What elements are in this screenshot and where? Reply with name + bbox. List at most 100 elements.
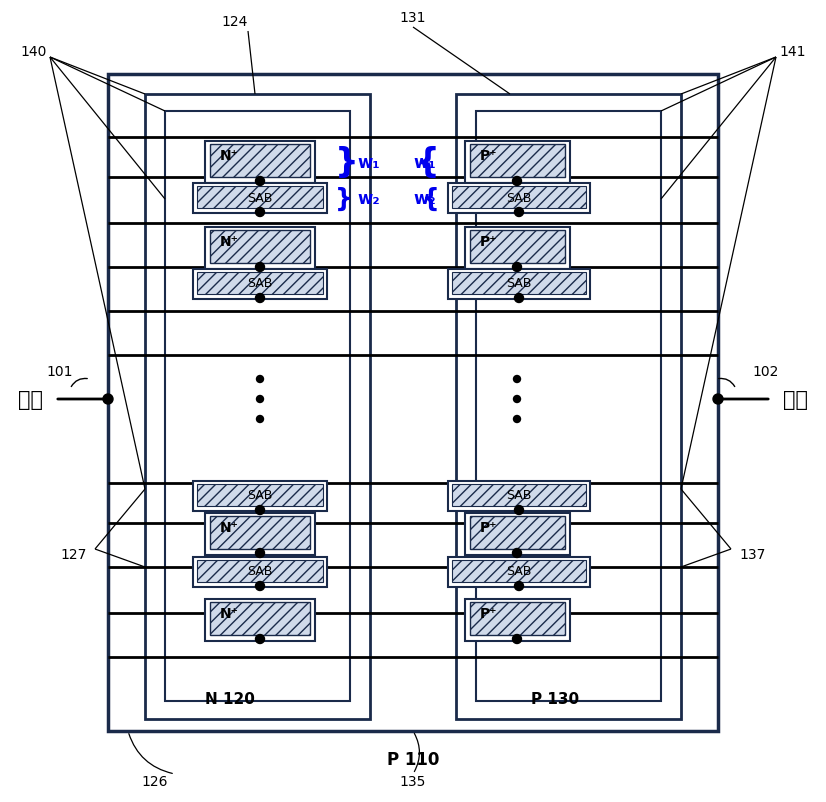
Text: w₁: w₁ [357, 154, 380, 172]
Bar [470, 145, 565, 178]
Bar [452, 187, 586, 209]
Text: P⁺: P⁺ [480, 149, 497, 163]
Bar [193, 269, 327, 300]
Circle shape [255, 209, 264, 217]
Text: 131: 131 [400, 11, 426, 25]
Bar [465, 142, 570, 184]
Text: 101: 101 [47, 365, 74, 379]
Bar [476, 111, 661, 701]
Bar [108, 75, 718, 731]
Bar [448, 184, 590, 214]
Circle shape [515, 506, 524, 515]
Bar [465, 599, 570, 642]
Text: SAB: SAB [506, 489, 532, 502]
Bar [197, 273, 323, 294]
Bar [470, 516, 565, 549]
Text: w₁: w₁ [413, 154, 436, 172]
Text: P⁺: P⁺ [480, 520, 497, 534]
Text: 阳极: 阳极 [18, 390, 43, 410]
Circle shape [512, 263, 521, 272]
Bar [210, 516, 310, 549]
Bar [197, 187, 323, 209]
Text: 127: 127 [60, 547, 87, 561]
Text: SAB: SAB [506, 565, 532, 577]
Text: N⁺: N⁺ [220, 520, 239, 534]
Bar [205, 513, 315, 555]
Text: }: } [335, 146, 358, 180]
Text: N 120: N 120 [205, 691, 255, 707]
Text: 126: 126 [142, 774, 169, 788]
Text: P 130: P 130 [531, 691, 579, 707]
Circle shape [257, 416, 263, 423]
Bar [456, 95, 681, 719]
Circle shape [255, 177, 264, 186]
Circle shape [255, 581, 264, 591]
Bar [193, 184, 327, 214]
Bar [193, 557, 327, 587]
Bar [193, 481, 327, 512]
Bar [452, 273, 586, 294]
Bar [448, 557, 590, 587]
Bar [452, 561, 586, 582]
Circle shape [255, 549, 264, 558]
Circle shape [257, 376, 263, 383]
Text: SAB: SAB [247, 191, 273, 205]
Bar [470, 231, 565, 264]
Circle shape [514, 376, 520, 383]
Bar [470, 602, 565, 635]
Text: P 110: P 110 [387, 750, 439, 768]
Bar [205, 228, 315, 269]
Text: 阴极: 阴极 [783, 390, 808, 410]
Text: N⁺: N⁺ [220, 235, 239, 249]
Bar [448, 269, 590, 300]
Text: N⁺: N⁺ [220, 149, 239, 163]
Text: w₂: w₂ [413, 190, 436, 208]
Text: SAB: SAB [247, 277, 273, 290]
Text: SAB: SAB [506, 277, 532, 290]
Bar [197, 484, 323, 506]
Circle shape [512, 634, 521, 644]
Bar [210, 602, 310, 635]
Circle shape [512, 177, 521, 186]
Bar [210, 231, 310, 264]
Text: 135: 135 [400, 774, 426, 788]
Circle shape [515, 581, 524, 591]
Bar [465, 513, 570, 555]
Circle shape [514, 416, 520, 423]
Bar [205, 142, 315, 184]
Circle shape [103, 395, 113, 404]
Text: {: { [416, 146, 440, 180]
Bar [465, 228, 570, 269]
Text: N⁺: N⁺ [220, 606, 239, 620]
Circle shape [512, 549, 521, 558]
Text: SAB: SAB [247, 489, 273, 502]
Text: SAB: SAB [247, 565, 273, 577]
Bar [452, 484, 586, 506]
Text: P⁺: P⁺ [480, 606, 497, 620]
Text: }: } [335, 187, 353, 211]
Text: 102: 102 [752, 365, 779, 379]
Text: P⁺: P⁺ [480, 235, 497, 249]
Bar [205, 599, 315, 642]
Bar [448, 481, 590, 512]
Circle shape [255, 634, 264, 644]
Text: SAB: SAB [506, 191, 532, 205]
Bar [210, 145, 310, 178]
Circle shape [257, 396, 263, 403]
Circle shape [255, 294, 264, 303]
Circle shape [514, 396, 520, 403]
Text: 141: 141 [780, 45, 806, 59]
Circle shape [255, 263, 264, 272]
Bar [197, 561, 323, 582]
Text: w₂: w₂ [357, 190, 380, 208]
Bar [165, 111, 350, 701]
Text: 137: 137 [739, 547, 766, 561]
Text: 140: 140 [20, 45, 46, 59]
Circle shape [713, 395, 723, 404]
Circle shape [515, 209, 524, 217]
Bar [145, 95, 370, 719]
Circle shape [515, 294, 524, 303]
Text: 124: 124 [222, 15, 248, 29]
Circle shape [255, 506, 264, 515]
Text: {: { [422, 187, 440, 211]
